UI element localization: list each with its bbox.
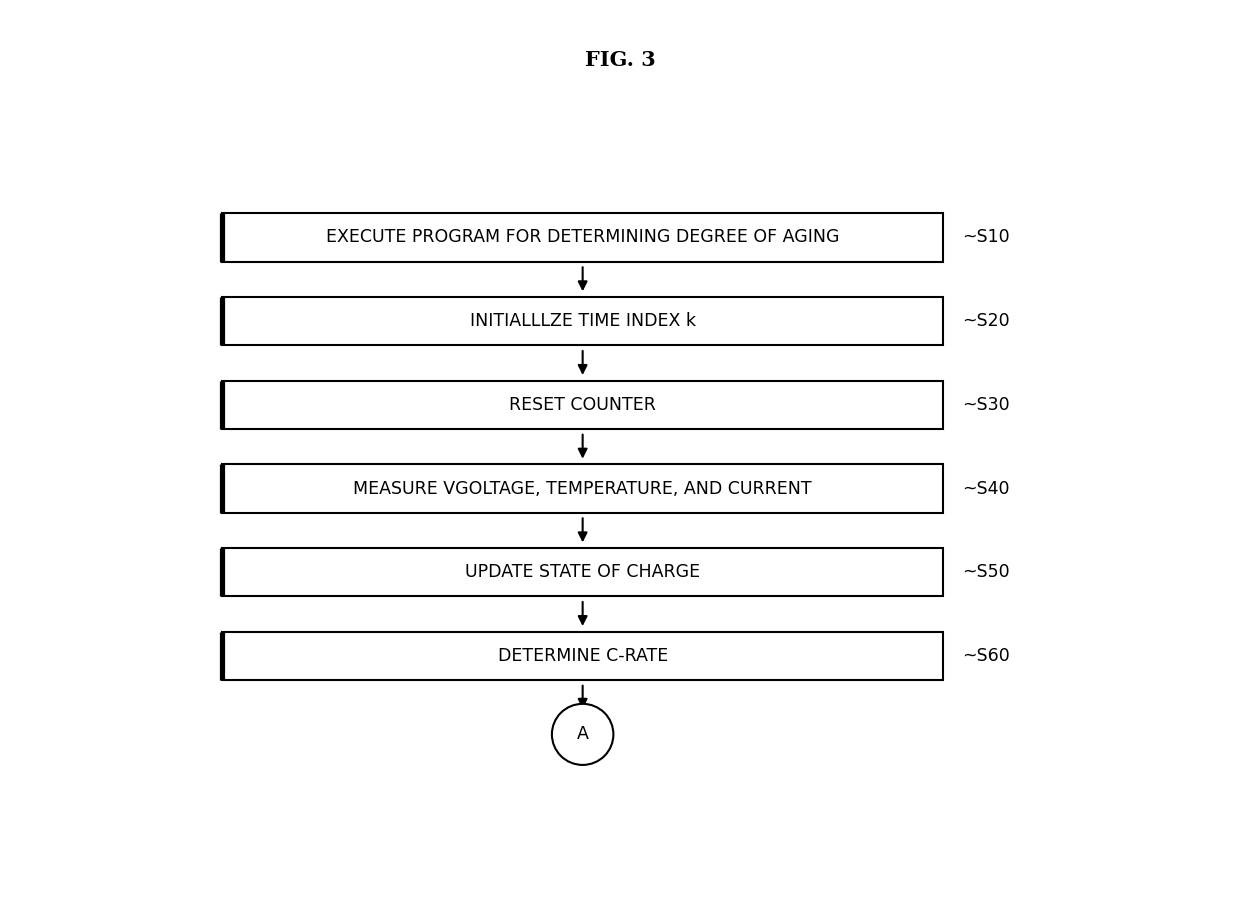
Text: ~S20: ~S20 xyxy=(962,312,1009,330)
Text: DETERMINE C-RATE: DETERMINE C-RATE xyxy=(497,647,668,665)
Text: A: A xyxy=(577,726,589,743)
Bar xyxy=(222,380,942,429)
Text: RESET COUNTER: RESET COUNTER xyxy=(510,396,656,414)
Bar xyxy=(222,214,942,262)
Text: MEASURE VGOLTAGE, TEMPERATURE, AND CURRENT: MEASURE VGOLTAGE, TEMPERATURE, AND CURRE… xyxy=(353,480,812,497)
Bar xyxy=(222,464,942,513)
Text: FIG. 3: FIG. 3 xyxy=(584,50,656,70)
Text: ~S40: ~S40 xyxy=(962,480,1009,497)
Text: ~S10: ~S10 xyxy=(962,228,1009,247)
Text: ~S50: ~S50 xyxy=(962,563,1009,581)
Text: INITIALLLZE TIME INDEX k: INITIALLLZE TIME INDEX k xyxy=(470,312,696,330)
Bar xyxy=(222,632,942,680)
Ellipse shape xyxy=(552,704,614,765)
Bar xyxy=(222,297,942,345)
Text: ~S60: ~S60 xyxy=(962,647,1011,665)
Text: ~S30: ~S30 xyxy=(962,396,1009,414)
Text: EXECUTE PROGRAM FOR DETERMINING DEGREE OF AGING: EXECUTE PROGRAM FOR DETERMINING DEGREE O… xyxy=(326,228,839,247)
Text: UPDATE STATE OF CHARGE: UPDATE STATE OF CHARGE xyxy=(465,563,701,581)
Bar xyxy=(222,548,942,596)
